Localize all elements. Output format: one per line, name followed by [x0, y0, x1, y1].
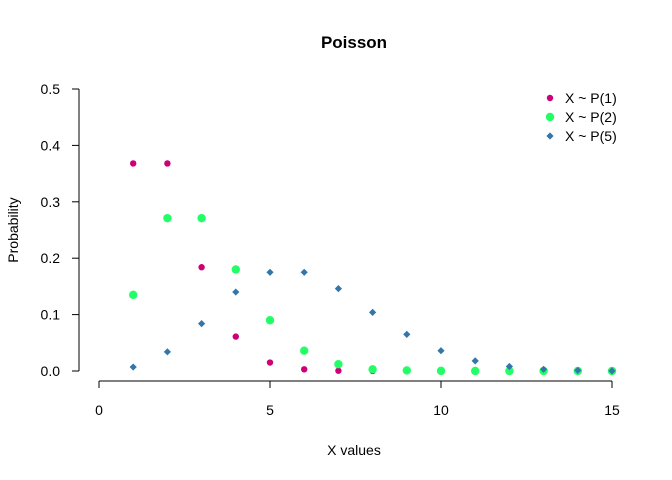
x-axis-label: X values	[327, 442, 381, 458]
legend-marker	[546, 94, 554, 102]
y-tick-label: 0.3	[41, 194, 61, 210]
y-tick-label: 0.0	[41, 363, 61, 379]
data-point	[129, 363, 137, 371]
data-point	[574, 366, 582, 375]
data-point	[505, 366, 514, 376]
data-point	[231, 265, 240, 274]
y-tick-label: 0.2	[41, 250, 61, 266]
legend-item: X ~ P(5)	[546, 128, 617, 144]
data-point	[369, 308, 377, 316]
series-1	[130, 160, 616, 375]
legend-label: X ~ P(5)	[565, 128, 617, 144]
y-tick-label: 0.1	[41, 307, 61, 323]
y-ticks: 0.0 0.1 0.2 0.3 0.4 0.5	[41, 81, 79, 379]
data-point	[129, 290, 138, 300]
data-point	[505, 362, 513, 371]
data-point	[198, 320, 206, 328]
y-tick-label: 0.4	[41, 137, 61, 153]
data-point	[334, 360, 343, 369]
data-point	[266, 359, 274, 366]
data-point	[300, 268, 308, 276]
data-point	[301, 366, 308, 373]
legend-label: X ~ P(1)	[565, 90, 617, 106]
legend-label: X ~ P(2)	[565, 109, 617, 125]
data-point	[471, 366, 480, 376]
data-point	[232, 333, 239, 340]
x-tick-label: 0	[95, 402, 103, 418]
chart-title: Poisson	[321, 33, 387, 52]
legend-marker	[545, 112, 555, 122]
data-point	[265, 316, 275, 325]
data-point	[198, 264, 205, 271]
data-point	[266, 268, 274, 276]
data-point	[437, 347, 445, 355]
data-point	[163, 213, 172, 223]
data-point	[300, 346, 309, 355]
legend: X ~ P(1) X ~ P(2) X ~ P(5)	[545, 90, 617, 144]
x-tick-label: 10	[433, 402, 449, 418]
data-point	[403, 330, 411, 338]
data-point	[436, 366, 446, 376]
series-2	[129, 213, 617, 376]
data-point	[368, 365, 377, 374]
data-point	[334, 285, 342, 293]
y-tick-label: 0.5	[41, 81, 61, 97]
x-tick-label: 15	[604, 402, 620, 418]
axes: 0 5 10 15 0.0 0.1 0.2 0.3 0.4 0.5	[41, 81, 620, 418]
series-3	[129, 268, 616, 375]
x-ticks: 0 5 10 15	[95, 381, 620, 418]
legend-item: X ~ P(1)	[546, 90, 617, 106]
data-point	[471, 357, 479, 365]
data-point	[163, 348, 171, 356]
data-point	[232, 288, 240, 296]
data-point	[540, 365, 548, 373]
data-point	[164, 160, 171, 167]
y-axis-label: Probability	[5, 197, 21, 262]
legend-item: X ~ P(2)	[545, 109, 617, 125]
data-point	[197, 213, 206, 223]
data-points	[129, 160, 617, 376]
data-point	[402, 366, 411, 375]
data-point	[608, 367, 616, 375]
legend-marker	[546, 132, 554, 140]
data-point	[335, 367, 342, 374]
data-point	[130, 160, 137, 167]
x-tick-label: 5	[266, 402, 274, 418]
